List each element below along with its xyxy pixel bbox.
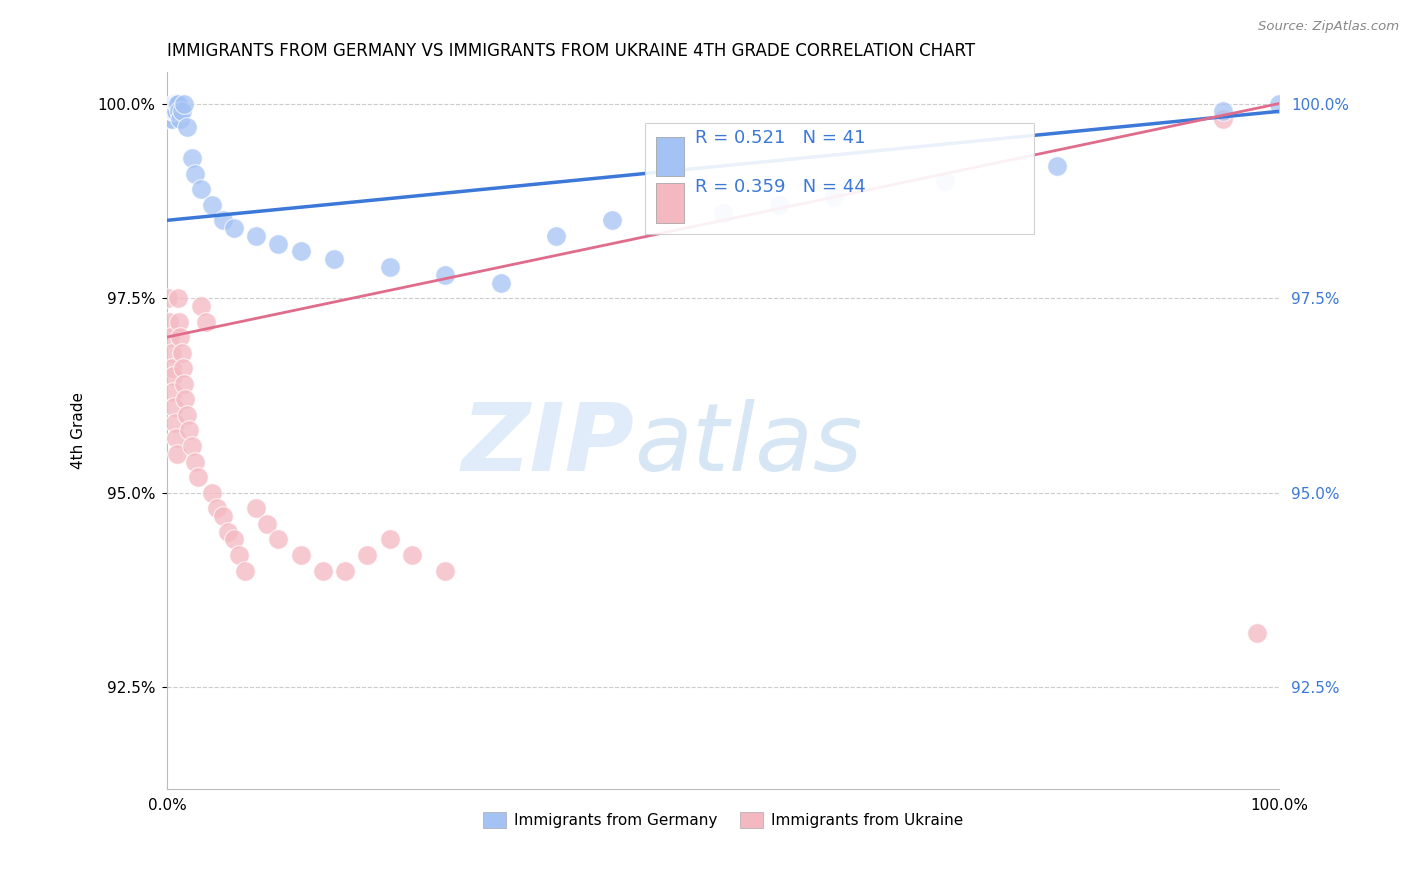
Point [195, 314, 218, 328]
Point [184, 455, 207, 469]
Point [434, 564, 457, 578]
Point [546, 228, 568, 243]
Point [201, 485, 224, 500]
Point [162, 104, 184, 119]
Point [934, 174, 956, 188]
Point [159, 112, 181, 127]
Legend: Immigrants from Germany, Immigrants from Ukraine: Immigrants from Germany, Immigrants from… [477, 806, 969, 835]
Point [1212, 104, 1234, 119]
Point [163, 96, 186, 111]
Point [378, 260, 401, 274]
Point [170, 104, 193, 119]
Point [167, 96, 190, 111]
Point [187, 470, 209, 484]
Point [211, 509, 233, 524]
Point [201, 198, 224, 212]
Point [245, 501, 267, 516]
Point [162, 384, 184, 399]
Point [162, 104, 184, 119]
Point [233, 564, 256, 578]
Point [1046, 159, 1069, 173]
Point [1212, 112, 1234, 127]
Point [165, 431, 187, 445]
Point [711, 205, 734, 219]
Y-axis label: 4th Grade: 4th Grade [72, 392, 86, 469]
Point [211, 213, 233, 227]
Point [174, 392, 197, 407]
Point [166, 96, 188, 111]
Point [176, 408, 198, 422]
Point [166, 447, 188, 461]
Point [434, 268, 457, 282]
Point [173, 376, 195, 391]
Point [165, 104, 187, 119]
Point [222, 221, 245, 235]
Text: R = 0.521   N = 41: R = 0.521 N = 41 [696, 129, 866, 147]
Point [356, 548, 378, 562]
Point [169, 314, 191, 328]
Point [190, 182, 212, 196]
Point [160, 361, 183, 376]
Point [160, 112, 183, 127]
Point [173, 96, 195, 111]
Text: ZIP: ZIP [461, 399, 634, 491]
Point [179, 424, 201, 438]
Point [256, 516, 278, 531]
Point [160, 345, 183, 359]
Point [172, 361, 194, 376]
Point [157, 314, 180, 328]
Text: IMMIGRANTS FROM GERMANY VS IMMIGRANTS FROM UKRAINE 4TH GRADE CORRELATION CHART: IMMIGRANTS FROM GERMANY VS IMMIGRANTS FR… [167, 42, 976, 60]
Point [267, 236, 290, 251]
Point [170, 345, 193, 359]
Point [823, 190, 845, 204]
Text: Source: ZipAtlas.com: Source: ZipAtlas.com [1258, 20, 1399, 33]
Text: atlas: atlas [634, 400, 862, 491]
Point [163, 96, 186, 111]
Point [160, 104, 183, 119]
Point [1246, 625, 1268, 640]
Point [169, 330, 191, 344]
Point [245, 228, 267, 243]
Point [228, 548, 250, 562]
Point [290, 244, 312, 259]
Point [169, 112, 191, 127]
Point [190, 299, 212, 313]
Point [1268, 96, 1291, 111]
Point [176, 120, 198, 134]
Point [163, 416, 186, 430]
Point [333, 564, 356, 578]
Text: R = 0.359   N = 44: R = 0.359 N = 44 [696, 178, 866, 196]
Point [312, 564, 335, 578]
Point [163, 104, 186, 119]
Point [184, 167, 207, 181]
Point [768, 198, 790, 212]
FancyBboxPatch shape [645, 122, 1035, 234]
Point [323, 252, 346, 267]
Point [180, 151, 202, 165]
Point [267, 533, 290, 547]
FancyBboxPatch shape [657, 184, 685, 223]
Point [167, 291, 190, 305]
Point [157, 291, 180, 305]
Point [489, 276, 512, 290]
Point [162, 96, 184, 111]
Point [169, 104, 191, 119]
Point [159, 330, 181, 344]
Point [205, 501, 228, 516]
Point [290, 548, 312, 562]
Point [217, 524, 239, 539]
Point [401, 548, 423, 562]
Point [180, 439, 202, 453]
Point [163, 104, 186, 119]
Point [163, 400, 186, 414]
Point [378, 533, 401, 547]
Point [165, 96, 187, 111]
Point [162, 369, 184, 384]
Point [600, 213, 623, 227]
Point [222, 533, 245, 547]
FancyBboxPatch shape [657, 136, 685, 177]
